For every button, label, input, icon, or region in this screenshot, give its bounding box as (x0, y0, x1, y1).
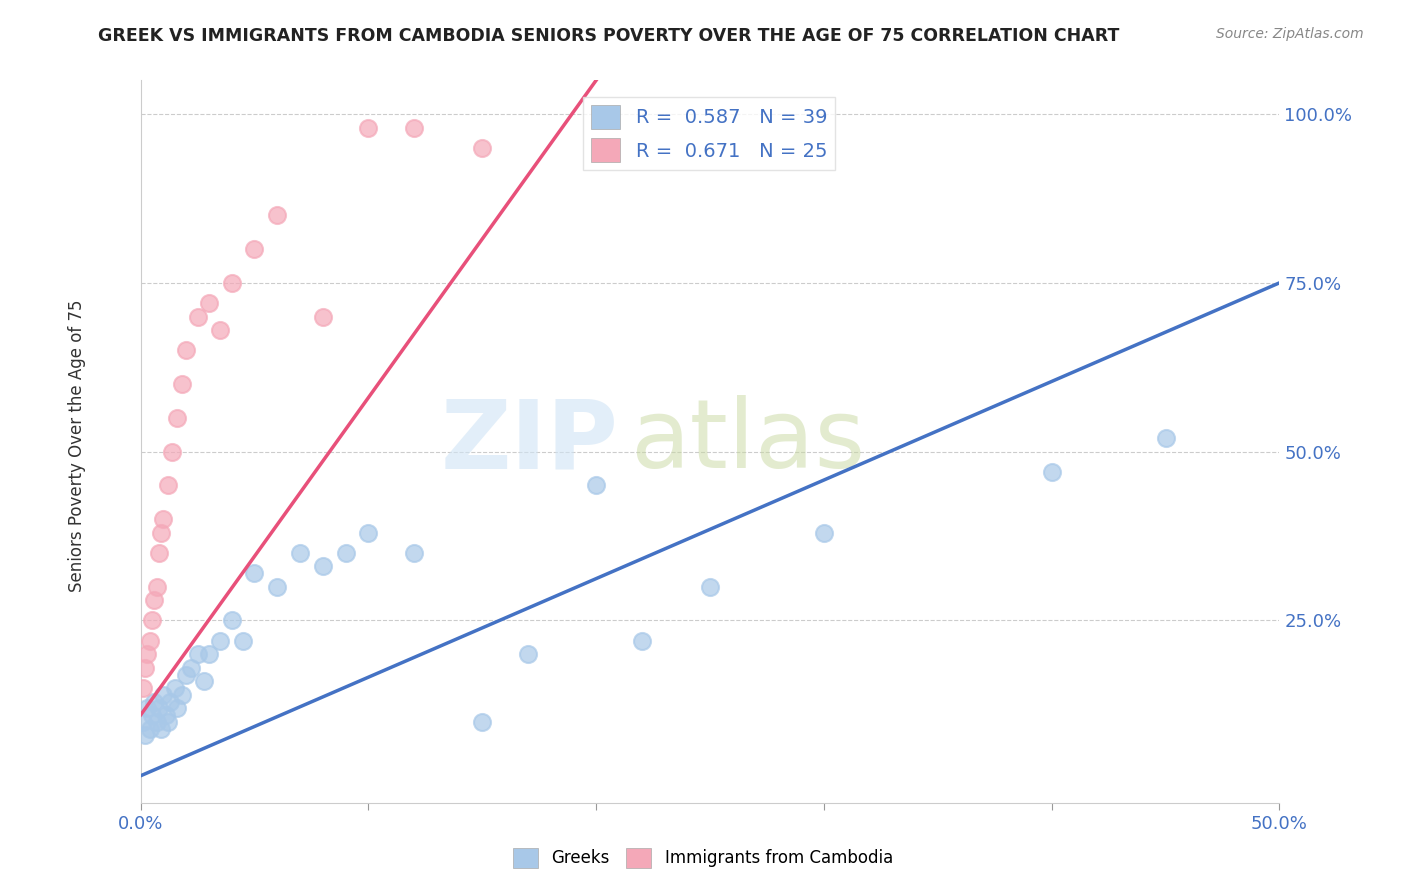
Point (266, 208, 288, 222)
Point (335, 546, 357, 560)
Point (402, 546, 425, 560)
Point (170, 688, 193, 702)
Point (516, 647, 538, 661)
Point (198, 647, 221, 661)
Point (312, 559, 335, 574)
Point (138, 633, 160, 648)
Point (209, 633, 232, 648)
Point (174, 667, 197, 681)
Point (141, 708, 163, 723)
Point (152, 688, 174, 702)
Text: GREEK VS IMMIGRANTS FROM CAMBODIA SENIORS POVERTY OVER THE AGE OF 75 CORRELATION: GREEK VS IMMIGRANTS FROM CAMBODIA SENIOR… (98, 27, 1119, 45)
Point (699, 580, 721, 594)
Point (174, 343, 197, 358)
Point (148, 701, 170, 715)
Point (143, 694, 166, 708)
Point (357, 120, 380, 135)
Text: Source: ZipAtlas.com: Source: ZipAtlas.com (1216, 27, 1364, 41)
Point (193, 674, 215, 689)
Point (402, 120, 425, 135)
Point (243, 242, 266, 256)
Point (156, 478, 179, 492)
Point (471, 141, 494, 155)
Point (143, 593, 166, 607)
Point (134, 728, 156, 742)
Point (312, 310, 335, 324)
Point (170, 377, 193, 392)
Point (145, 580, 167, 594)
Point (150, 525, 173, 540)
Point (159, 694, 181, 708)
Point (138, 722, 160, 736)
Point (198, 296, 221, 310)
Text: ZIP: ZIP (441, 395, 619, 488)
Point (180, 661, 202, 675)
Point (163, 681, 186, 695)
Point (186, 310, 209, 324)
Point (141, 614, 163, 628)
Point (357, 525, 380, 540)
Point (132, 681, 155, 695)
Point (1040, 465, 1063, 479)
Point (232, 633, 254, 648)
Point (209, 323, 232, 337)
Point (134, 661, 156, 675)
Point (630, 633, 652, 648)
Point (243, 566, 266, 581)
Point (585, 478, 607, 492)
Point (148, 546, 170, 560)
Point (156, 714, 179, 729)
Point (288, 546, 311, 560)
Point (132, 714, 155, 729)
Point (145, 714, 167, 729)
Legend: R =  0.587   N = 39, R =  0.671   N = 25: R = 0.587 N = 39, R = 0.671 N = 25 (583, 97, 835, 170)
Text: Seniors Poverty Over the Age of 75: Seniors Poverty Over the Age of 75 (69, 300, 86, 592)
Point (166, 701, 188, 715)
Point (166, 411, 188, 425)
Point (150, 722, 173, 736)
Point (266, 580, 288, 594)
Point (136, 647, 159, 661)
Point (813, 525, 835, 540)
Point (221, 276, 243, 290)
Point (221, 614, 243, 628)
Point (155, 708, 177, 723)
Legend: Greeks, Immigrants from Cambodia: Greeks, Immigrants from Cambodia (506, 841, 900, 875)
Text: atlas: atlas (630, 395, 866, 488)
Point (471, 714, 494, 729)
Point (162, 444, 184, 458)
Point (152, 512, 174, 526)
Point (1154, 431, 1177, 445)
Point (136, 701, 159, 715)
Point (186, 647, 209, 661)
